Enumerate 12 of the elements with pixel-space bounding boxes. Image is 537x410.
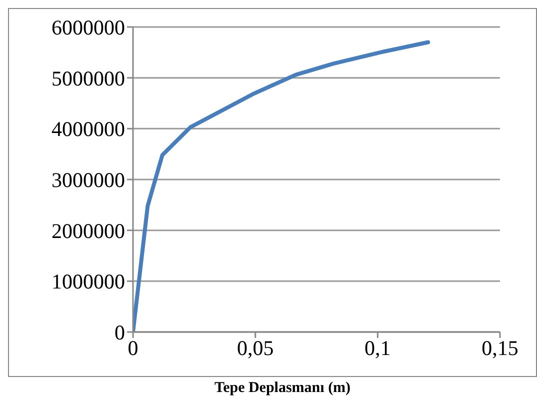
y-tick-label: 3000000 xyxy=(52,168,125,192)
x-tick-label: 0,15 xyxy=(482,336,518,360)
y-tick-label: 0 xyxy=(114,320,125,344)
x-axis-title: Tepe Deplasmanı (m) xyxy=(213,380,352,397)
y-tick-label: 6000000 xyxy=(52,15,125,40)
y-tick-label: 2000000 xyxy=(52,218,125,243)
y-tick-label: 5000000 xyxy=(52,66,125,90)
y-tick-label: 1000000 xyxy=(52,270,125,294)
x-tick-label: 0,1 xyxy=(364,336,391,360)
x-tick-label: 0,05 xyxy=(236,336,274,360)
line-series xyxy=(133,40,430,332)
y-tick-label: 4000000 xyxy=(52,117,125,142)
